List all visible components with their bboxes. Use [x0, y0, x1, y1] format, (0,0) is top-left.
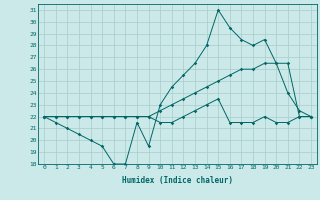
X-axis label: Humidex (Indice chaleur): Humidex (Indice chaleur): [122, 176, 233, 185]
